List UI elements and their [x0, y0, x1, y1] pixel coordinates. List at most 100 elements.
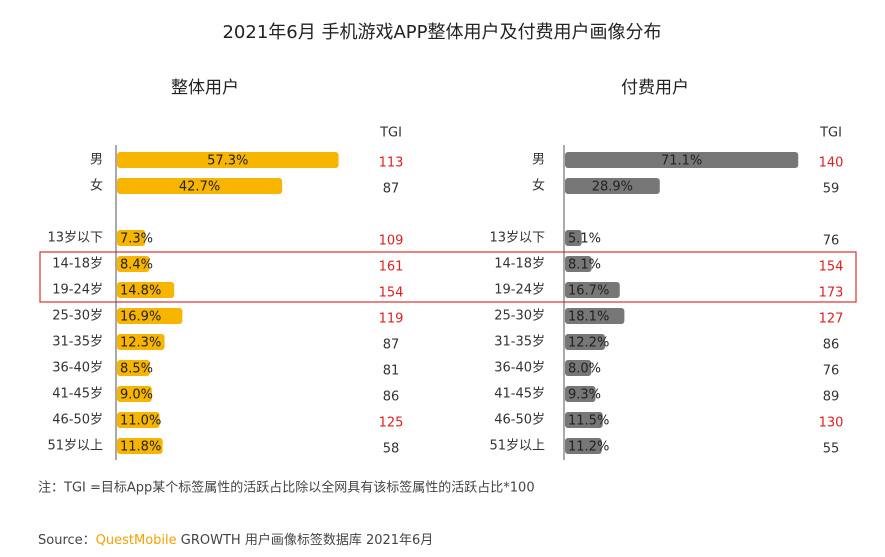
category-label: 19-24岁: [52, 283, 103, 298]
bar: [565, 386, 596, 402]
source-text: GROWTH 用户画像标签数据库 2021年6月: [181, 532, 434, 548]
category-label: 男: [90, 153, 103, 168]
value-label: 8.1%: [568, 258, 601, 273]
category-label: 女: [90, 178, 103, 194]
value-label: 12.3%: [120, 336, 161, 351]
value-label: 14.8%: [120, 284, 161, 299]
panel-title: 付费用户: [621, 78, 689, 98]
tgi-value: 113: [379, 156, 404, 171]
panel-title: 整体用户: [171, 78, 239, 98]
tgi-value: 127: [819, 312, 844, 327]
tgi-value: 55: [823, 442, 840, 457]
tgi-value: 125: [379, 416, 404, 431]
tgi-value: 154: [379, 286, 404, 301]
tgi-value: 59: [823, 182, 840, 197]
category-label: 36-40岁: [494, 361, 545, 376]
value-label: 8.5%: [120, 362, 153, 377]
bar: [565, 438, 602, 454]
tgi-value: 161: [379, 260, 404, 275]
bar: [565, 334, 606, 350]
tgi-value: 76: [823, 364, 840, 379]
value-label: 16.7%: [568, 284, 609, 299]
category-label: 31-35岁: [52, 335, 103, 350]
bar: [117, 152, 339, 168]
bar: [117, 386, 152, 402]
value-label: 18.1%: [568, 310, 609, 325]
bar: [565, 230, 582, 246]
value-label: 11.0%: [120, 414, 161, 429]
value-label: 8.4%: [120, 258, 153, 273]
tgi-header: TGI: [819, 126, 842, 141]
tgi-value: 58: [383, 442, 400, 457]
highlight-box: [39, 251, 857, 303]
category-label: 31-35岁: [494, 335, 545, 350]
bar: [565, 308, 625, 324]
tgi-value: 89: [823, 390, 840, 405]
category-label: 36-40岁: [52, 361, 103, 376]
bar: [117, 256, 150, 272]
source-brand: QuestMobile: [96, 533, 177, 548]
value-label: 9.0%: [120, 388, 153, 403]
source: Source：QuestMobile GROWTH 用户画像标签数据库 2021…: [38, 532, 433, 548]
value-label: 42.7%: [179, 180, 220, 195]
value-label: 71.1%: [661, 154, 702, 169]
tgi-header: TGI: [379, 126, 402, 141]
value-label: 11.2%: [568, 440, 609, 455]
category-label: 41-45岁: [52, 387, 103, 402]
bar: [117, 282, 175, 298]
bar: [565, 282, 620, 298]
category-label: 14-18岁: [494, 257, 545, 272]
tgi-value: 119: [379, 312, 404, 327]
category-label: 51岁以上: [47, 439, 103, 454]
tgi-value: 87: [383, 182, 400, 197]
bar: [565, 412, 603, 428]
tgi-value: 173: [819, 286, 844, 301]
tgi-value: 109: [379, 234, 404, 249]
category-label: 41-45岁: [494, 387, 545, 402]
bar: [117, 230, 146, 246]
tgi-value: 86: [383, 390, 400, 405]
bar: [117, 308, 183, 324]
bar: [565, 360, 592, 376]
value-label: 9.3%: [568, 388, 601, 403]
bar: [565, 178, 660, 194]
tgi-value: 140: [819, 156, 844, 171]
category-label: 19-24岁: [494, 283, 545, 298]
tgi-value: 154: [819, 260, 844, 275]
bar: [565, 152, 799, 168]
category-label: 46-50岁: [494, 413, 545, 428]
value-label: 28.9%: [592, 180, 633, 195]
category-label: 女: [532, 178, 545, 194]
value-label: 16.9%: [120, 310, 161, 325]
bar: [117, 412, 160, 428]
value-label: 57.3%: [207, 154, 248, 169]
value-label: 12.2%: [568, 336, 609, 351]
bar: [117, 360, 150, 376]
category-label: 男: [532, 153, 545, 168]
tgi-value: 87: [383, 338, 400, 353]
value-label: 8.0%: [568, 362, 601, 377]
tgi-value: 81: [383, 364, 400, 379]
category-label: 13岁以下: [489, 231, 545, 246]
category-label: 51岁以上: [489, 439, 545, 454]
category-label: 14-18岁: [52, 257, 103, 272]
value-label: 5.1%: [568, 232, 601, 247]
category-label: 13岁以下: [47, 231, 103, 246]
value-label: 11.5%: [568, 414, 609, 429]
note: 注：TGI =目标App某个标签属性的活跃占比除以全网具有该标签属性的活跃占比*…: [38, 480, 535, 496]
bar: [117, 334, 165, 350]
tgi-value: 86: [823, 338, 840, 353]
tgi-value: 76: [823, 234, 840, 249]
bar: [117, 178, 283, 194]
source-label: Source：: [38, 533, 96, 548]
value-label: 7.3%: [120, 232, 153, 247]
category-label: 25-30岁: [52, 309, 103, 324]
chart-title: 2021年6月 手机游戏APP整体用户及付费用户画像分布: [222, 22, 661, 43]
tgi-value: 130: [819, 416, 844, 431]
category-label: 25-30岁: [494, 309, 545, 324]
value-label: 11.8%: [120, 440, 161, 455]
bar: [117, 438, 163, 454]
category-label: 46-50岁: [52, 413, 103, 428]
bar: [565, 256, 592, 272]
